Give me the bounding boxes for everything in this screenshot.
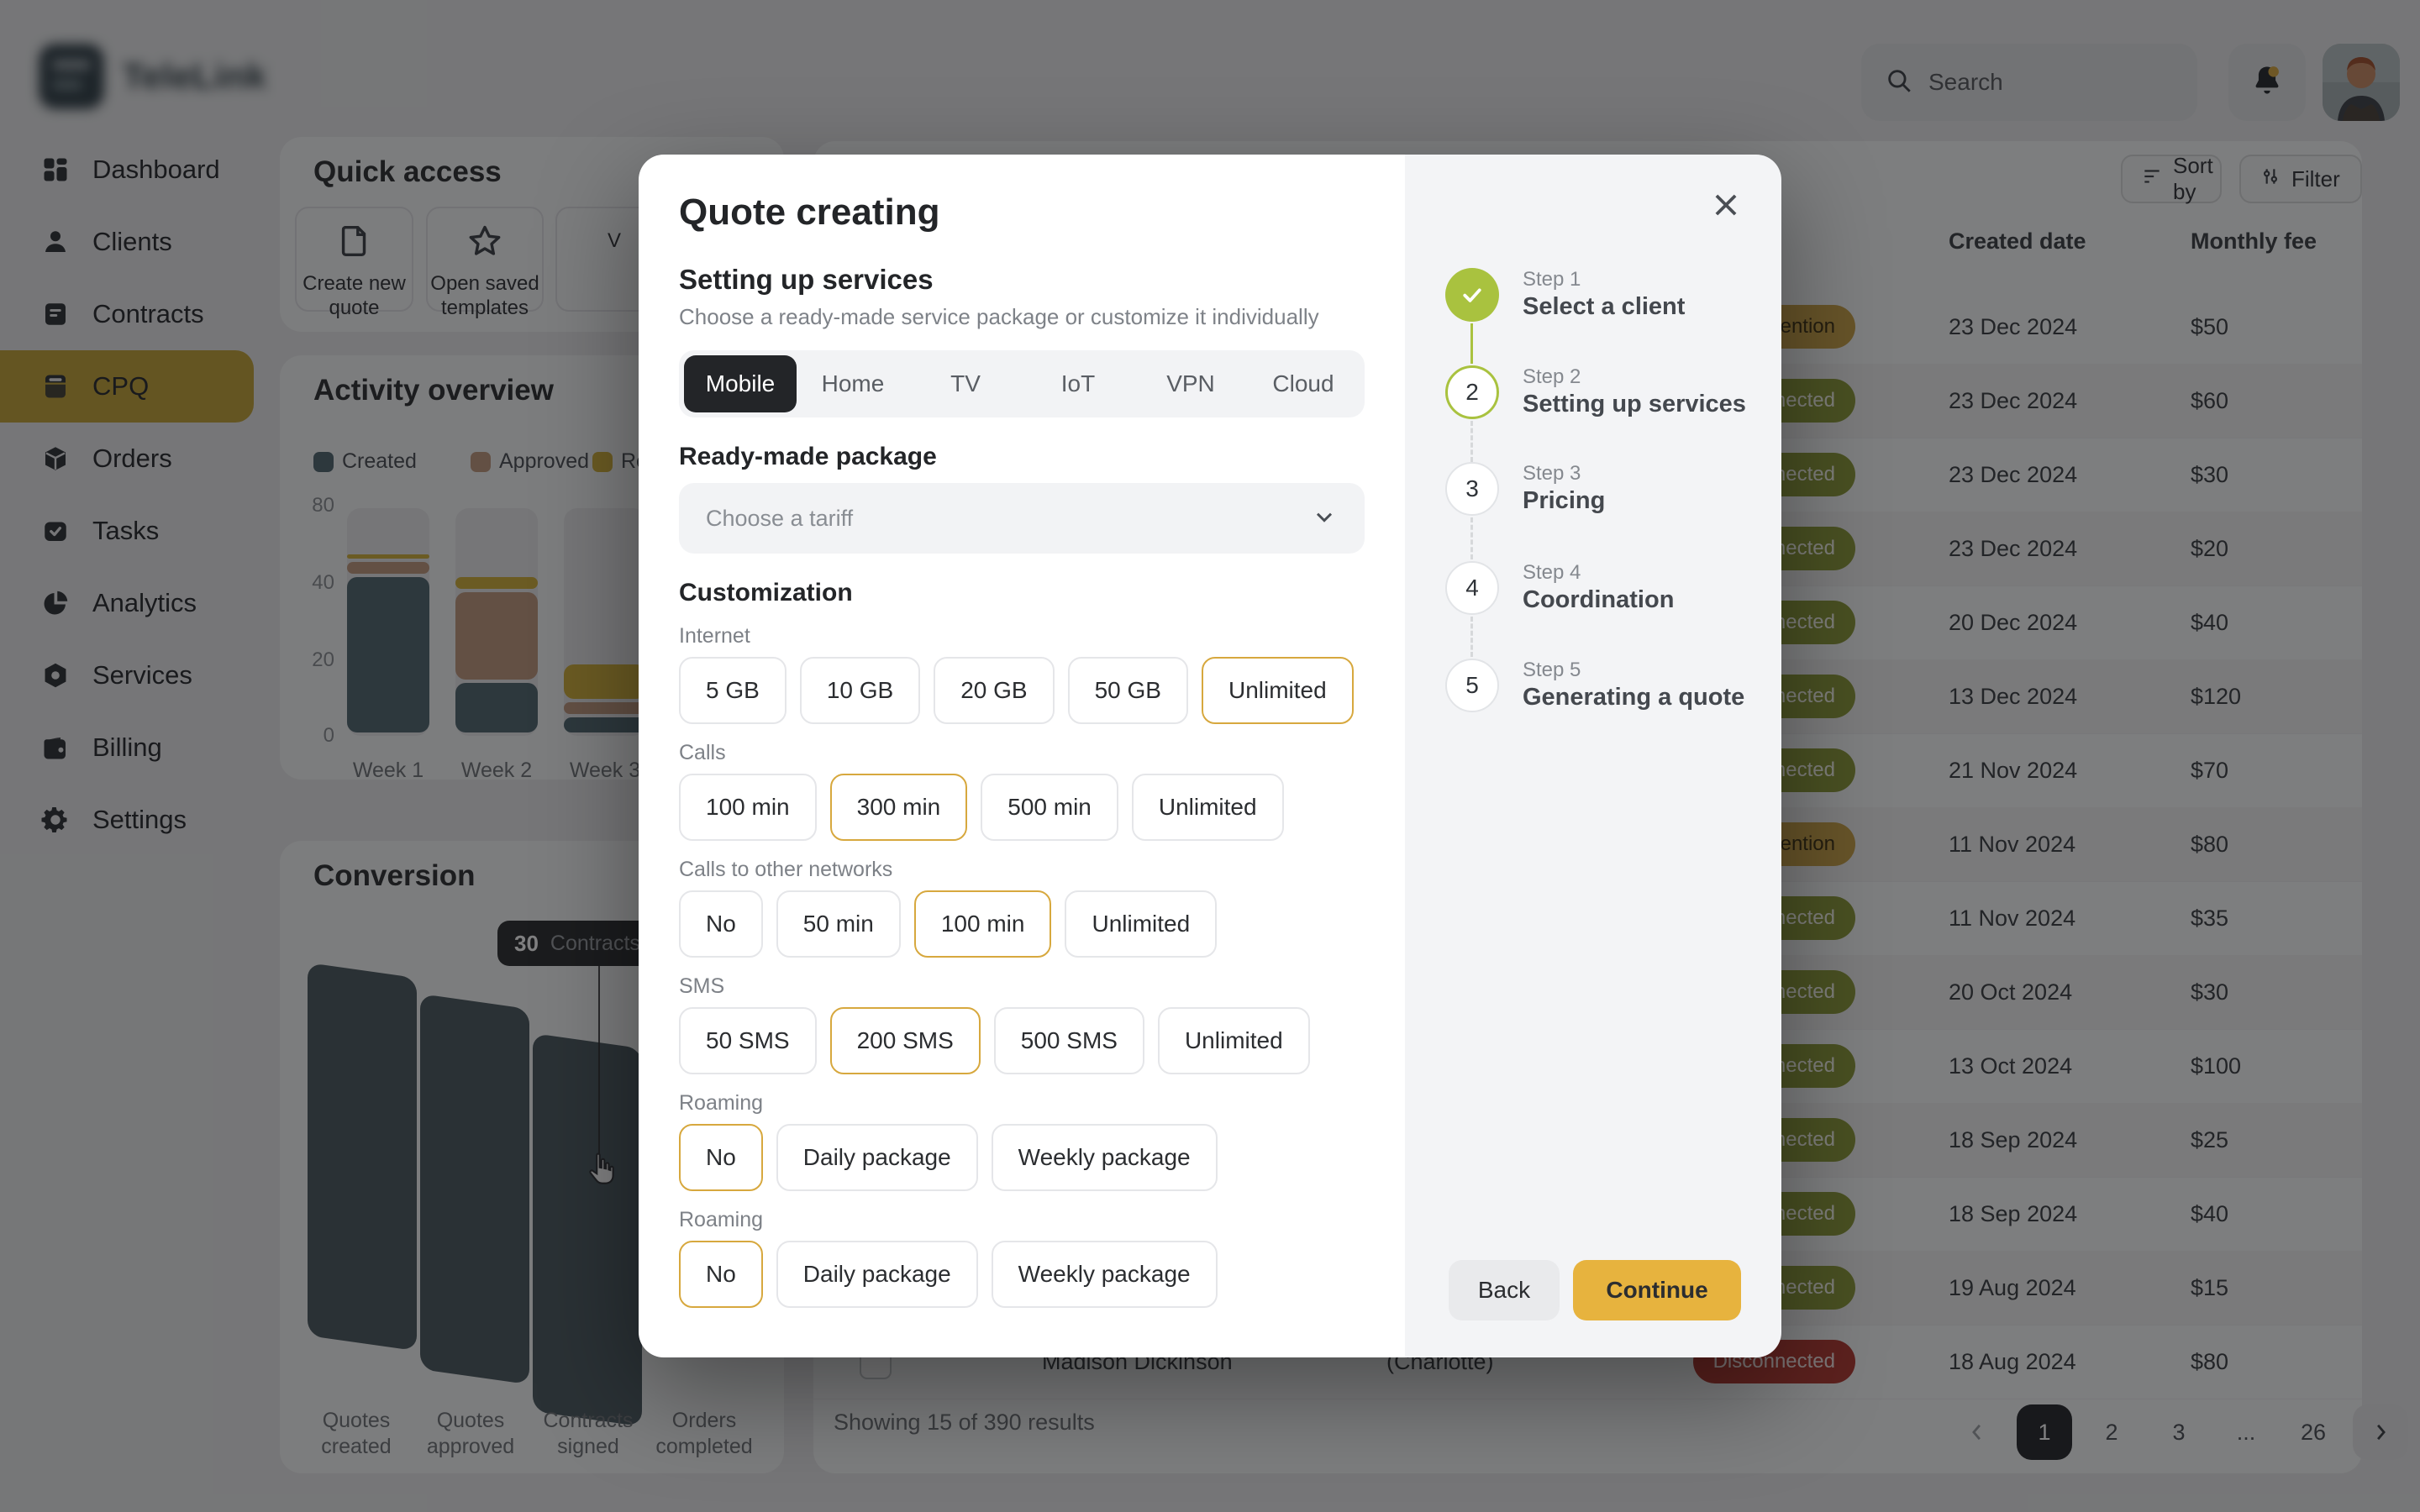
- step-connector: [1470, 617, 1473, 657]
- option-chip[interactable]: 5 GB: [679, 657, 786, 724]
- option-chip[interactable]: Unlimited: [1065, 890, 1218, 958]
- tab-iot[interactable]: IoT: [1060, 370, 1096, 396]
- step-number: 5: [1445, 659, 1499, 712]
- modal-content: Quote creating Setting up services Choos…: [639, 155, 1405, 1357]
- chip-row: No 50 min 100 min Unlimited: [679, 890, 1365, 958]
- tab-mobile[interactable]: Mobile: [684, 355, 797, 412]
- option-chip[interactable]: 200 SMS: [829, 1007, 981, 1074]
- tab-home[interactable]: Home: [821, 370, 885, 396]
- option-chip[interactable]: Unlimited: [1157, 1007, 1310, 1074]
- package-heading: Ready-made package: [679, 443, 937, 470]
- customization-groups: Internet 5 GB 10 GB 20 GB 50 GB Unlimited Call…: [679, 624, 1365, 1308]
- modal-title: Quote creating: [679, 192, 940, 233]
- step-connector: [1470, 421, 1473, 462]
- option-chip[interactable]: 10 GB: [799, 657, 921, 724]
- section-heading: Setting up services: [679, 264, 934, 295]
- chip-row: 100 min 300 min 500 min Unlimited: [679, 774, 1365, 841]
- step-item: 2 Step 2 Setting up services: [1445, 365, 1746, 419]
- group-label: Internet: [679, 624, 750, 648]
- group-label: Calls to other networks: [679, 858, 893, 881]
- back-button[interactable]: Back: [1449, 1260, 1560, 1320]
- group-label: Roaming: [679, 1091, 764, 1115]
- step-number: 2: [1445, 365, 1499, 419]
- chip-row: No Daily package Weekly package: [679, 1241, 1365, 1308]
- tab-tv[interactable]: TV: [950, 370, 981, 396]
- option-chip[interactable]: 50 SMS: [679, 1007, 817, 1074]
- customization-heading: Customization: [679, 579, 853, 606]
- option-chip[interactable]: No: [679, 1124, 763, 1191]
- chevron-down-icon: [1311, 503, 1338, 534]
- continue-button[interactable]: Continue: [1573, 1260, 1741, 1320]
- step-number: 4: [1445, 561, 1499, 615]
- step-item: Step 1 Select a client: [1445, 268, 1685, 322]
- step-connector: [1470, 323, 1473, 364]
- service-type-tabs: Mobile Home TV IoT VPN Cloud: [679, 350, 1365, 417]
- option-chip[interactable]: 100 min: [913, 890, 1052, 958]
- option-chip[interactable]: Weekly package: [991, 1124, 1218, 1191]
- option-chip[interactable]: 20 GB: [934, 657, 1055, 724]
- section-subtitle: Choose a ready-made service package or c…: [679, 304, 1319, 329]
- group-label: Roaming: [679, 1208, 764, 1231]
- chip-row: No Daily package Weekly package: [679, 1124, 1365, 1191]
- option-chip[interactable]: Daily package: [776, 1241, 978, 1308]
- option-chip[interactable]: 50 min: [776, 890, 901, 958]
- option-chip[interactable]: No: [679, 1241, 763, 1308]
- step-item: 3 Step 3 Pricing: [1445, 462, 1605, 516]
- option-chip[interactable]: 500 min: [981, 774, 1118, 841]
- option-chip[interactable]: 50 GB: [1067, 657, 1188, 724]
- tariff-select-placeholder: Choose a tariff: [706, 505, 854, 531]
- modal-steps-panel: Step 1 Select a client 2 Step 2 Setting up s…: [1405, 155, 1781, 1357]
- option-chip[interactable]: 100 min: [679, 774, 817, 841]
- quote-creating-modal: Quote creating Setting up services Choos…: [639, 155, 1781, 1357]
- tab-cloud[interactable]: Cloud: [1272, 370, 1334, 396]
- modal-actions: Back Continue: [1449, 1260, 1741, 1320]
- group-label: SMS: [679, 974, 725, 998]
- option-chip[interactable]: Unlimited: [1201, 657, 1354, 724]
- steps-list: Step 1 Select a client 2 Step 2 Setting up s…: [1405, 155, 1781, 1357]
- option-chip[interactable]: 500 SMS: [993, 1007, 1144, 1074]
- chip-row: 5 GB 10 GB 20 GB 50 GB Unlimited: [679, 657, 1365, 724]
- option-chip[interactable]: Daily package: [776, 1124, 978, 1191]
- close-icon[interactable]: [1707, 186, 1744, 223]
- option-chip[interactable]: Weekly package: [991, 1241, 1218, 1308]
- tab-vpn[interactable]: VPN: [1166, 370, 1215, 396]
- group-label: Calls: [679, 741, 726, 764]
- tariff-select[interactable]: Choose a tariff: [679, 483, 1365, 554]
- step-item: 4 Step 4 Coordination: [1445, 561, 1674, 615]
- chip-row: 50 SMS 200 SMS 500 SMS Unlimited: [679, 1007, 1365, 1074]
- option-chip[interactable]: 300 min: [829, 774, 968, 841]
- step-connector: [1470, 517, 1473, 559]
- step-check-icon: [1445, 268, 1499, 322]
- option-chip[interactable]: Unlimited: [1131, 774, 1284, 841]
- step-number: 3: [1445, 462, 1499, 516]
- step-item: 5 Step 5 Generating a quote: [1445, 659, 1744, 712]
- option-chip[interactable]: No: [679, 890, 763, 958]
